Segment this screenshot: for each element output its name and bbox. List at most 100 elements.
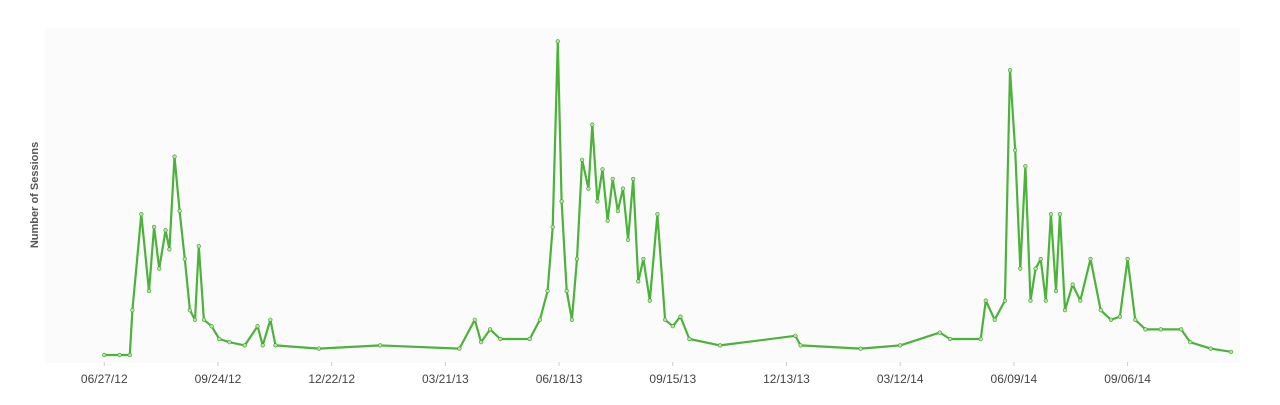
point — [663, 317, 668, 322]
point — [687, 336, 692, 342]
point — [1007, 68, 1013, 73]
point — [647, 298, 652, 303]
point — [1043, 298, 1048, 303]
point — [139, 212, 144, 217]
point — [579, 157, 585, 162]
point — [992, 317, 997, 322]
point — [209, 324, 214, 329]
point — [167, 247, 172, 252]
point — [978, 336, 983, 342]
point — [569, 317, 574, 322]
point — [537, 317, 543, 322]
point — [1158, 327, 1163, 332]
x-tick-label: 06/18/13 — [536, 372, 583, 386]
point — [641, 256, 646, 262]
point — [157, 266, 162, 271]
point — [678, 314, 683, 319]
x-tick-label: 09/06/14 — [1104, 372, 1151, 386]
point — [498, 336, 503, 342]
point — [610, 176, 615, 182]
point — [1002, 298, 1008, 303]
point — [555, 39, 560, 44]
point — [1133, 317, 1138, 322]
point — [625, 237, 631, 242]
point — [1028, 298, 1033, 303]
point — [1208, 346, 1213, 351]
point — [1070, 282, 1075, 287]
point — [937, 330, 942, 335]
point — [1078, 298, 1083, 303]
point — [1038, 256, 1043, 262]
point — [620, 186, 626, 191]
point — [130, 308, 135, 313]
point — [545, 288, 550, 294]
point — [574, 256, 580, 262]
point — [1179, 327, 1184, 332]
point — [947, 336, 953, 342]
point — [201, 317, 207, 322]
point — [1053, 288, 1059, 294]
point — [242, 343, 247, 348]
point — [127, 352, 132, 358]
point — [615, 208, 620, 214]
point — [670, 324, 675, 329]
x-tick-label: 09/24/12 — [195, 372, 242, 386]
point — [595, 199, 600, 204]
point — [457, 346, 462, 351]
x-tick-label: 09/15/13 — [649, 372, 696, 386]
point — [1013, 148, 1018, 153]
x-tick-label: 03/12/14 — [877, 372, 924, 386]
point — [192, 317, 198, 322]
point — [564, 288, 569, 294]
point — [1228, 349, 1234, 354]
point — [600, 167, 605, 172]
point — [472, 317, 477, 322]
point — [1108, 317, 1114, 322]
point — [255, 324, 260, 329]
point — [1125, 256, 1130, 262]
point — [590, 122, 595, 127]
point — [717, 343, 723, 348]
point — [655, 212, 660, 217]
point — [479, 340, 484, 345]
point — [378, 343, 383, 348]
point — [117, 352, 122, 358]
point — [151, 224, 157, 230]
point — [605, 218, 610, 223]
point — [858, 346, 863, 351]
point — [1048, 212, 1054, 217]
point — [983, 298, 988, 303]
point — [177, 208, 182, 214]
point — [273, 343, 278, 348]
point — [1143, 327, 1148, 332]
point — [559, 199, 564, 204]
x-tick-label: 06/09/14 — [991, 372, 1038, 386]
point — [1033, 266, 1038, 271]
point — [1062, 308, 1068, 313]
point — [227, 340, 232, 345]
point — [196, 244, 201, 249]
point — [798, 343, 803, 348]
point — [268, 317, 273, 322]
point — [586, 186, 591, 191]
point — [793, 333, 798, 338]
point — [636, 279, 641, 284]
point — [898, 343, 903, 348]
x-tick-label: 06/27/12 — [81, 372, 128, 386]
plot-background — [45, 28, 1240, 363]
point — [163, 228, 168, 233]
point — [1018, 266, 1023, 271]
point — [172, 154, 177, 159]
point — [487, 327, 493, 332]
point — [1088, 256, 1093, 262]
point — [1117, 314, 1123, 319]
x-tick-label: 12/13/13 — [763, 372, 810, 386]
point — [550, 224, 555, 230]
point — [102, 352, 107, 358]
point — [182, 256, 187, 262]
point — [187, 308, 192, 313]
point — [146, 288, 152, 294]
point — [1098, 308, 1103, 313]
x-tick-label: 03/21/13 — [422, 372, 469, 386]
